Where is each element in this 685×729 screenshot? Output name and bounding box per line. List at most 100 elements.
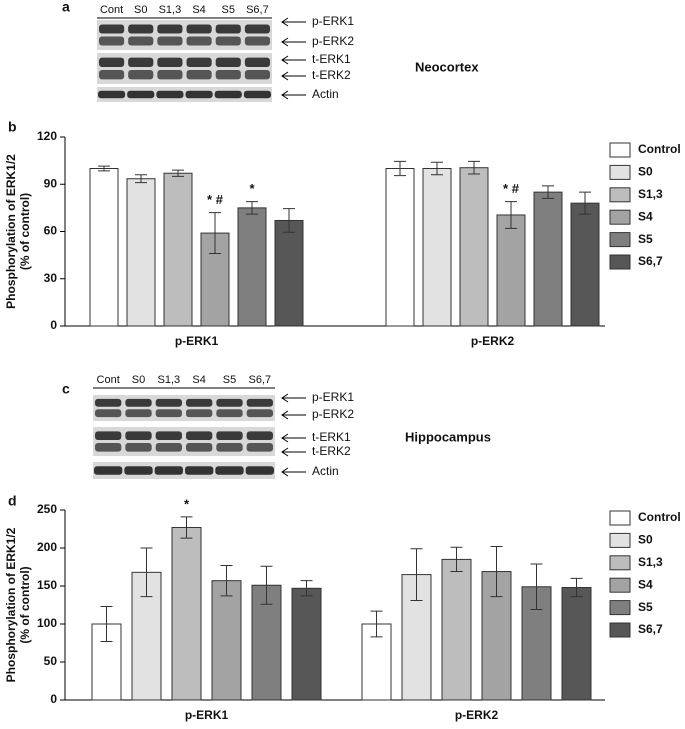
bar [496,214,526,327]
bar [171,526,202,701]
legend-label: S4 [638,577,653,591]
significance-marker: * [249,181,255,196]
y-axis-label: Phosphorylation of ERK1/2 [4,527,18,682]
legend-label: Control [638,142,681,156]
x-tick-label: p-ERK1 [185,708,229,722]
band-label: Actin [312,87,339,101]
lane-label: S0 [134,4,147,16]
blot-band [95,409,122,418]
error-bar [246,201,258,215]
arrow-head [281,37,289,47]
bar [291,587,322,701]
blot-band [95,398,122,407]
lane-label: S1,3 [158,374,181,386]
blot-band [215,57,241,67]
y-tick-label: 250 [37,502,57,516]
blot-band [155,398,182,407]
blot-band [246,398,273,407]
region-label: Neocortex [415,59,479,74]
blot-band [246,431,273,441]
band-label: t-ERK1 [312,52,351,66]
legend-swatch [609,600,631,616]
blot-band [99,36,125,46]
bar [385,168,415,327]
y-tick-label: 120 [37,129,57,143]
error-bar [542,185,554,199]
band-label: Actin [312,464,339,478]
error-bar [140,547,153,598]
y-tick-label: 90 [44,176,58,190]
panel-letter: b [8,119,17,135]
blot-band [128,24,154,34]
blot-band [125,431,152,441]
error-bar [410,548,423,601]
lane-label: S0 [132,374,145,386]
error-bar [98,165,110,172]
legend-swatch [609,164,631,180]
error-bar [530,563,543,611]
legend-label: S1,3 [638,555,663,569]
blot-band [216,431,243,441]
y-tick-label: 200 [37,540,57,554]
legend-label: S4 [638,209,653,223]
error-bar [209,212,221,255]
y-tick-label: 60 [44,224,58,238]
blot-band [155,431,182,441]
blot-band [216,409,243,418]
legend-swatch [609,622,631,638]
error-bar [579,191,591,215]
legend-swatch [609,209,631,225]
lane-label: Cont [97,374,120,386]
x-tick-label: p-ERK1 [175,334,219,348]
blot-band [244,70,270,80]
significance-marker: * [184,496,190,511]
blot-band [125,398,152,407]
panel-letter: a [62,0,70,15]
band-label: p-ERK1 [312,390,354,404]
arrow-head [281,55,289,65]
blot-band [246,442,273,452]
error-bar [180,516,193,539]
lane-label: S1,3 [159,4,182,16]
blot-band [128,36,154,46]
y-tick-label: 100 [37,616,57,630]
blot-band [216,442,243,452]
bar [441,558,472,701]
significance-marker: * # [503,181,520,196]
blot-band [157,36,183,46]
blot-band [155,442,182,452]
blot-band [186,431,213,441]
error-bar [468,160,480,175]
blot-band [99,57,125,67]
error-bar [431,161,443,176]
y-axis-label: (% of control) [18,566,32,643]
y-tick-label: 30 [44,271,58,285]
blot-band [128,70,154,80]
panel-letter: c [62,381,70,397]
error-bar [220,564,233,597]
arrow-head [281,410,289,420]
lane-label: S4 [192,4,205,16]
legend-swatch [609,142,631,158]
blot-band [214,90,242,99]
error-bar [135,174,147,184]
bar [422,168,452,327]
blot-band [215,36,241,46]
x-tick-label: p-ERK2 [471,334,515,348]
blot-band [156,90,184,99]
lane-label: S6,7 [246,4,269,16]
lane-label: Cont [100,4,123,16]
error-bar [172,169,184,177]
y-tick-label: 50 [44,654,58,668]
band-label: t-ERK1 [312,430,351,444]
blot-band [186,70,212,80]
error-bar [260,565,273,605]
legend-label: S5 [638,600,653,614]
legend-swatch [609,232,631,248]
legend-swatch [609,555,631,571]
bar [570,202,600,327]
blot-strip [93,395,275,421]
error-bar [505,201,517,229]
legend-label: S6,7 [638,622,663,636]
